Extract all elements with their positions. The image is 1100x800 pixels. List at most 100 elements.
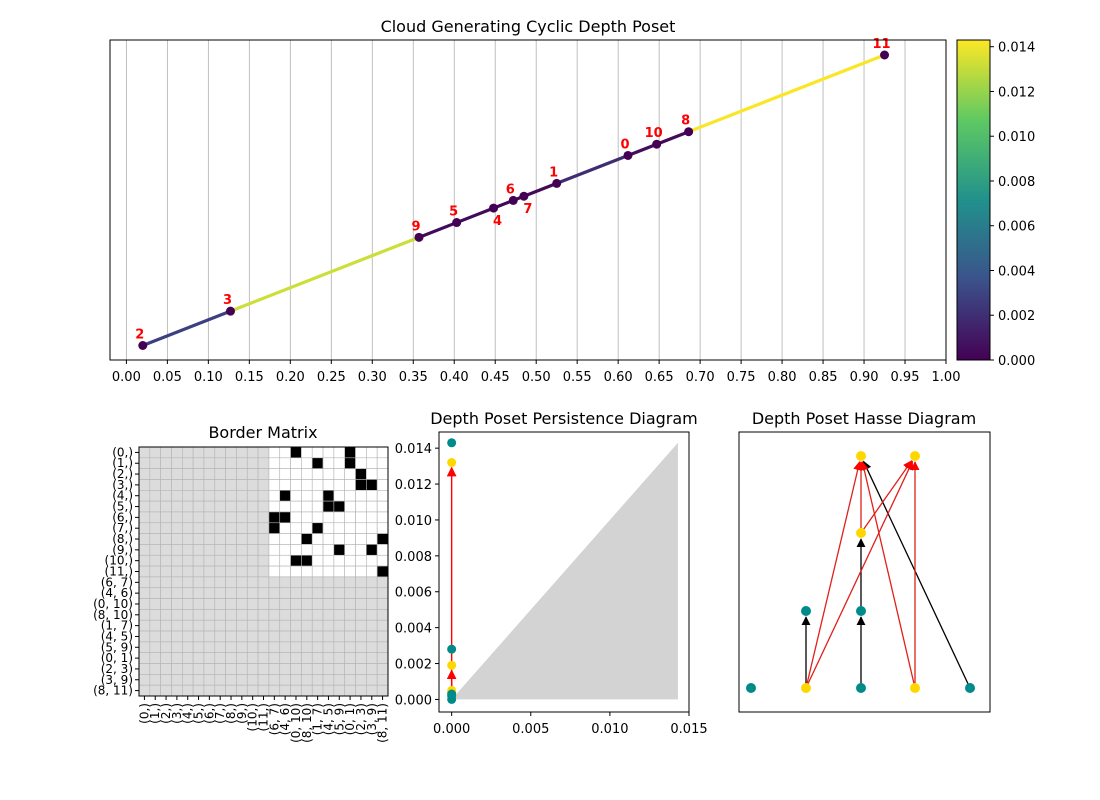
- border-matrix-cell: [333, 565, 345, 578]
- border-matrix-cell: [192, 511, 205, 524]
- border-matrix-cell: [203, 684, 216, 697]
- border-matrix-cell: [149, 457, 161, 469]
- border-matrix-cell: [225, 511, 237, 524]
- border-matrix-cell: [192, 674, 205, 686]
- cloud-point: [452, 218, 462, 228]
- border-matrix-cell: [366, 565, 378, 578]
- border-matrix-cell: [246, 619, 259, 632]
- border-matrix-cell: [376, 522, 389, 534]
- border-matrix-cell: [344, 544, 356, 556]
- border-matrix-cell: [203, 457, 216, 469]
- border-matrix-cell: [192, 576, 205, 589]
- border-matrix-cell: [203, 663, 216, 675]
- border-matrix-cell: [344, 446, 356, 459]
- border-matrix-cell: [225, 619, 237, 632]
- border-matrix-cell: [160, 587, 172, 599]
- border-matrix-cell: [257, 663, 270, 675]
- border-matrix-cell: [214, 674, 226, 686]
- border-matrix-cell: [246, 500, 259, 513]
- border-matrix-cell: [268, 500, 281, 513]
- border-matrix-cell: [192, 684, 205, 697]
- border-matrix-cell: [246, 587, 259, 599]
- border-matrix-cell: [355, 619, 367, 632]
- border-matrix-row-label: (6,): [112, 510, 133, 524]
- border-matrix-cell: [333, 576, 345, 589]
- border-matrix-cell: [279, 598, 291, 610]
- colorbar-tick-label: 0.002: [998, 309, 1035, 324]
- cloud-segment: [655, 130, 691, 146]
- border-matrix-cell: [203, 446, 216, 459]
- cloud-point: [508, 195, 518, 205]
- border-matrix-cell: [203, 522, 216, 534]
- border-matrix-cell: [344, 457, 356, 469]
- border-matrix-cell: [355, 598, 367, 610]
- border-matrix-cell: [171, 619, 183, 632]
- border-matrix-cell: [160, 684, 172, 697]
- border-matrix-cell: [333, 522, 345, 534]
- border-matrix-cell: [246, 479, 259, 491]
- border-matrix-cell: [149, 522, 161, 534]
- cloud-x-tick-label: 0.40: [440, 370, 469, 385]
- border-matrix-cell: [279, 609, 291, 621]
- border-matrix-cell: [279, 500, 291, 513]
- cloud-segments: [141, 53, 887, 348]
- border-matrix-cell: [355, 674, 367, 686]
- border-matrix-cell: [182, 684, 194, 697]
- cloud-segment: [687, 53, 887, 134]
- border-matrix-cell: [160, 500, 172, 513]
- border-matrix-cell: [257, 630, 270, 643]
- border-matrix-cell: [160, 576, 172, 589]
- border-matrix-cell: [376, 565, 389, 578]
- border-matrix-cell: [279, 479, 291, 491]
- border-matrix-cell: [214, 576, 226, 589]
- cloud-x-tick-label: 0.10: [194, 370, 223, 385]
- border-matrix-cell: [149, 500, 161, 513]
- border-matrix-cell: [344, 490, 356, 502]
- border-matrix-cell: [322, 652, 335, 664]
- border-matrix-cell: [246, 554, 259, 567]
- cloud-x-tick-label: 0.65: [645, 370, 674, 385]
- border-matrix-cell: [236, 468, 248, 480]
- border-matrix-row-label: (0, 10): [93, 597, 133, 611]
- border-matrix-cell: [301, 554, 313, 567]
- border-matrix-cell: [301, 630, 313, 643]
- border-matrix-cell: [149, 533, 161, 545]
- border-matrix-cell: [182, 630, 194, 643]
- border-matrix-cell: [203, 598, 216, 610]
- cloud-segment: [522, 181, 559, 198]
- border-matrix-cell: [225, 457, 237, 469]
- border-matrix-cell: [171, 598, 183, 610]
- colorbar-tick-label: 0.014: [998, 41, 1035, 56]
- cloud-point: [552, 178, 562, 188]
- persistence-x-tick-label: 0.010: [591, 722, 628, 737]
- cloud-x-tick-label: 0.70: [686, 370, 715, 385]
- border-matrix-cell: [160, 598, 172, 610]
- border-matrix-cell: [311, 619, 324, 632]
- border-matrix-cell: [149, 565, 161, 578]
- border-matrix-cell: [257, 576, 270, 589]
- border-matrix-cell: [236, 554, 248, 567]
- hasse-node: [910, 683, 920, 693]
- border-matrix-cell: [301, 533, 313, 545]
- border-matrix-cell: [138, 446, 151, 459]
- border-matrix-cell: [333, 663, 345, 675]
- border-matrix-cell: [171, 663, 183, 675]
- cloud-segment: [555, 153, 630, 185]
- border-matrix-cell: [138, 576, 151, 589]
- persistence-y-tick-label: 0.012: [395, 478, 432, 493]
- border-matrix-cell: [203, 652, 216, 664]
- border-matrix-cell: [236, 533, 248, 545]
- border-matrix-col-label: (3,): [170, 703, 184, 724]
- border-matrix-cell: [311, 522, 324, 534]
- border-matrix-cell: [366, 446, 378, 459]
- border-matrix-cell: [225, 446, 237, 459]
- border-matrix-cell: [355, 565, 367, 578]
- border-matrix-cell: [192, 457, 205, 469]
- border-matrix-cell: [311, 609, 324, 621]
- border-matrix-cell: [301, 446, 313, 459]
- cloud-point: [138, 341, 148, 350]
- border-matrix-cell: [236, 500, 248, 513]
- border-matrix-cell: [311, 587, 324, 599]
- border-matrix-cell: [214, 554, 226, 567]
